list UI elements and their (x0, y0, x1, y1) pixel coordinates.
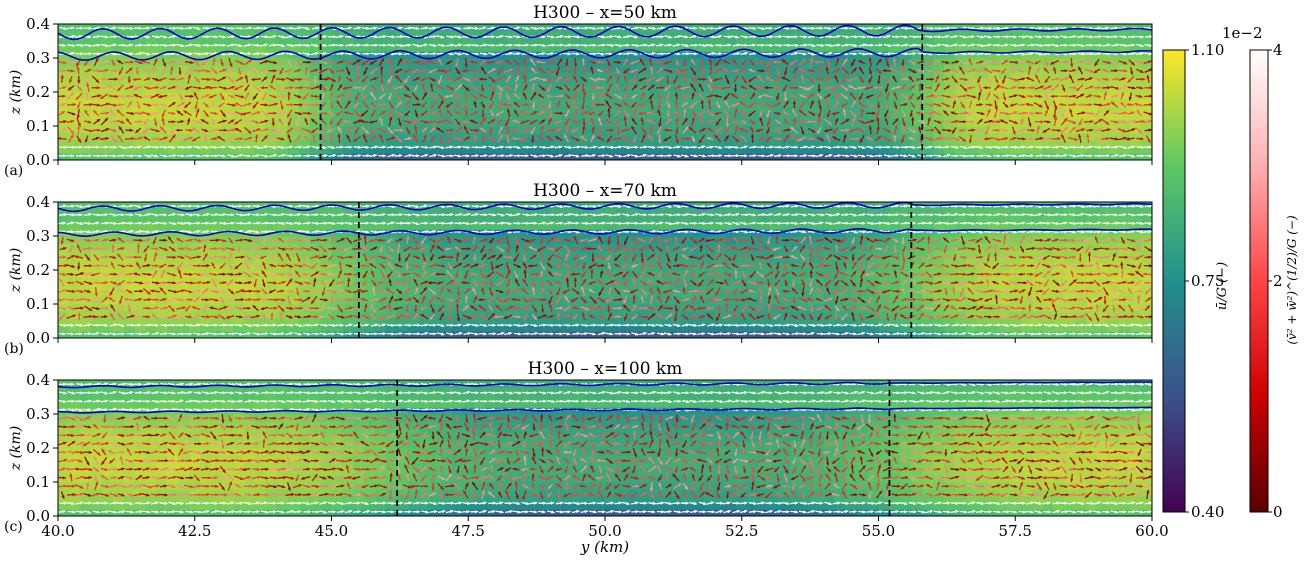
panel-2-title: H300 – x=70 km (533, 181, 677, 201)
x-tick-label-8: 60.0 (1135, 522, 1168, 540)
colorbar-u: ū/G (−) 0.40 0.75 1.10 (1162, 41, 1230, 521)
x-tick-label-1: 42.5 (178, 522, 211, 540)
x-tick-label-6: 55.0 (862, 522, 895, 540)
panel-3-ytick-label-4: 0.4 (26, 371, 50, 389)
panel-3: 0.0 0.1 0.2 0.3 0.4 z (km) H300 – x=100 km (c) (4, 359, 1153, 535)
panel-2-bl-line (58, 227, 1152, 238)
panel-3-ytick-label-3: 0.3 (26, 405, 50, 423)
colorbar-u-label: ū/G (−) (1215, 262, 1230, 310)
panel-1-ytick-label-4: 0.4 (26, 15, 50, 33)
colorbar-u-bar (1162, 49, 1186, 513)
panel-2-field (58, 202, 1152, 338)
colorbar-u-tick-label-2: 1.10 (1191, 41, 1224, 59)
panel-2-ytick-label-0: 0.0 (26, 329, 50, 347)
panel-2-upper-line (58, 202, 1152, 213)
x-tick-label-3: 47.5 (452, 522, 485, 540)
panel-1-field (58, 24, 1152, 160)
panel-3-ylabel: z (km) (8, 426, 24, 472)
panel-1-label: (a) (4, 163, 23, 179)
panel-1-ytick-label-0: 0.0 (26, 151, 50, 169)
panel-3-upper-line (58, 381, 1152, 389)
panel-1-title: H300 – x=50 km (533, 3, 677, 23)
panel-1-ytick-label-2: 0.2 (26, 83, 50, 101)
panel-1-ylabel: z (km) (8, 70, 24, 116)
panel-1-upper-line (58, 24, 1152, 41)
panel-1-ytick-label-3: 0.3 (26, 49, 50, 67)
panel-3-bl-line (58, 406, 1152, 414)
colorbar-vw: 1e−2 (v̄² + w̄²)^(1/2)/G (−) 0 2 4 (1222, 24, 1299, 521)
colorbar-vw-tick-label-0: 0 (1273, 503, 1283, 521)
panel-2-ytick-label-1: 0.1 (26, 295, 50, 313)
panel-2-ytick-label-3: 0.3 (26, 227, 50, 245)
panel-3-ytick-label-0: 0.0 (26, 507, 50, 525)
panel-3-arrows (58, 382, 1152, 514)
panel-3-ytick-label-2: 0.2 (26, 439, 50, 457)
panel-3-title: H300 – x=100 km (528, 359, 683, 379)
colorbar-u-tick-label-1: 0.75 (1191, 272, 1224, 290)
colorbar-vw-bar (1249, 49, 1269, 513)
x-tick-label-5: 52.5 (725, 522, 758, 540)
x-axis-label: y (km) (580, 538, 629, 556)
panel-3-field (58, 380, 1152, 516)
panel-2-ytick-label-4: 0.4 (26, 193, 50, 211)
colorbar-vw-tick-label-1: 2 (1273, 272, 1283, 290)
panel-1: 0.0 0.1 0.2 0.3 0.4 z (km) H300 – x=50 km (a) (4, 3, 1153, 179)
panel-2: 0.0 0.1 0.2 0.3 0.4 z (km) H300 – x=70 km (b) (4, 181, 1153, 357)
x-tick-label-4: 50.0 (588, 522, 621, 540)
colorbar-vw-label: (v̄² + w̄²)^(1/2)/G (−) (1285, 215, 1299, 345)
panel-3-ytick-label-1: 0.1 (26, 473, 50, 491)
panel-2-ylabel: z (km) (8, 248, 24, 294)
colorbar-vw-tick-label-2: 4 (1273, 41, 1283, 59)
x-axis: y (km) 40.0 42.5 45.0 47.5 50.0 52.5 55.0 57.5 6… (41, 522, 1168, 556)
panel-1-ytick-label-1: 0.1 (26, 117, 50, 135)
colorbar-vw-scale-label: 1e−2 (1222, 24, 1263, 42)
panel-2-ytick-label-2: 0.2 (26, 261, 50, 279)
colorbar-u-tick-label-0: 0.40 (1191, 503, 1224, 521)
x-tick-label-7: 57.5 (999, 522, 1032, 540)
panel-2-label: (b) (4, 341, 24, 357)
panel-1-bl-line (58, 47, 1152, 61)
x-tick-label-0: 40.0 (41, 522, 74, 540)
panel-3-label: (c) (4, 519, 23, 535)
x-tick-label-2: 45.0 (315, 522, 348, 540)
panels: 0.00.10.20.30.4z (km)H300 – x=50 km(a)0.… (4, 3, 1153, 535)
